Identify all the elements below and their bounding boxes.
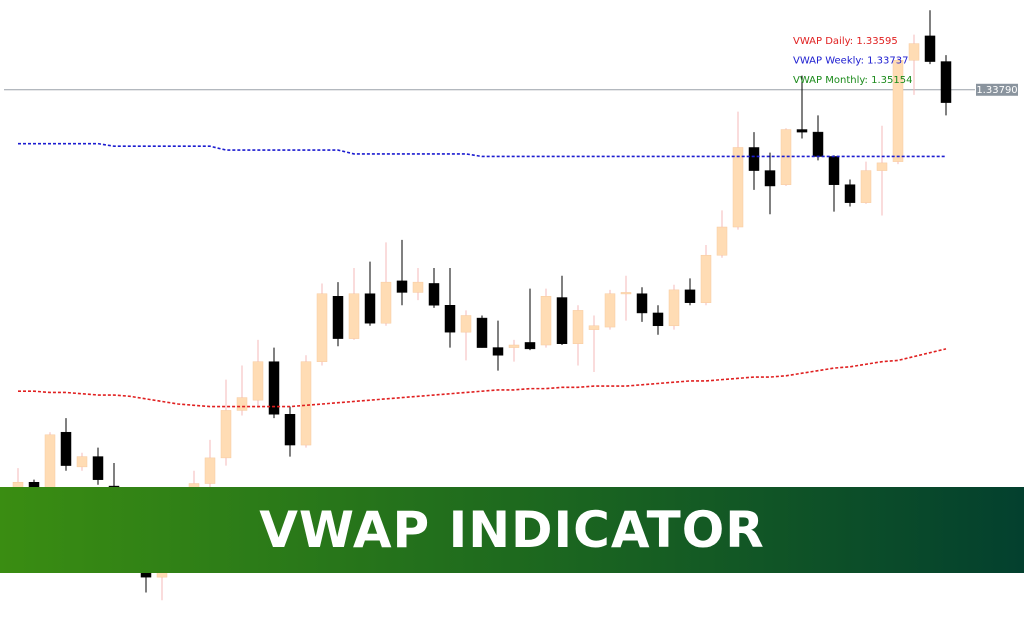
candle-body: [652, 312, 664, 327]
candle-body: [236, 397, 248, 411]
candle-body: [780, 129, 792, 185]
candle-body: [684, 289, 696, 303]
candle-body: [476, 317, 488, 348]
candle-body: [76, 456, 88, 468]
candle-body: [508, 344, 520, 348]
banner-title: VWAP INDICATOR: [259, 501, 765, 559]
candle-body: [380, 281, 392, 324]
candle-body: [828, 156, 840, 185]
candle-body: [60, 431, 72, 466]
candle-body: [204, 457, 216, 484]
indicator-label: VWAP Monthly: 1.35154: [793, 75, 912, 86]
candle-body: [588, 325, 600, 330]
vwap-line: [18, 348, 947, 408]
candle-body: [492, 347, 504, 356]
candle-body: [348, 293, 360, 339]
candle-body: [844, 184, 856, 203]
candle-body: [908, 43, 920, 61]
candle-body: [444, 305, 456, 333]
candle-body: [716, 226, 728, 256]
candle-body: [300, 361, 312, 446]
candle-body: [812, 131, 824, 157]
candle-body: [44, 434, 56, 491]
candle-body: [412, 281, 424, 293]
candle-body: [748, 147, 760, 171]
candle-body: [876, 162, 888, 171]
candle-body: [796, 129, 808, 133]
candle-body: [332, 296, 344, 339]
candle-body: [220, 410, 232, 459]
candle-body: [604, 293, 616, 328]
candle-body: [636, 293, 648, 314]
candle-body: [396, 280, 408, 293]
candle-body: [524, 342, 536, 350]
candle-body: [428, 283, 440, 306]
candle-body: [252, 361, 264, 401]
candle-body: [924, 35, 936, 62]
candle-body: [732, 147, 744, 228]
candle-body: [860, 170, 872, 203]
indicator-label: VWAP Daily: 1.33595: [793, 36, 898, 47]
candle-body: [892, 60, 904, 162]
price-tag: [976, 83, 1018, 96]
candle-body: [940, 61, 952, 103]
candle-body: [572, 310, 584, 344]
banner: VWAP INDICATOR: [0, 487, 1024, 573]
candle-body: [460, 315, 472, 333]
indicator-label: VWAP Weekly: 1.33737: [793, 56, 909, 67]
candle-body: [620, 292, 632, 295]
candle-body: [668, 289, 680, 327]
candle-body: [540, 296, 552, 346]
candle-body: [556, 297, 568, 344]
candle-body: [268, 361, 280, 415]
candle-body: [764, 170, 776, 187]
candle-body: [700, 254, 712, 303]
candle-body: [92, 456, 104, 480]
price-tag-label: 1.33790: [976, 85, 1017, 96]
candle-body: [284, 414, 296, 446]
candle-body: [316, 293, 328, 362]
candle-body: [364, 293, 376, 324]
vwap-line: [18, 142, 946, 158]
